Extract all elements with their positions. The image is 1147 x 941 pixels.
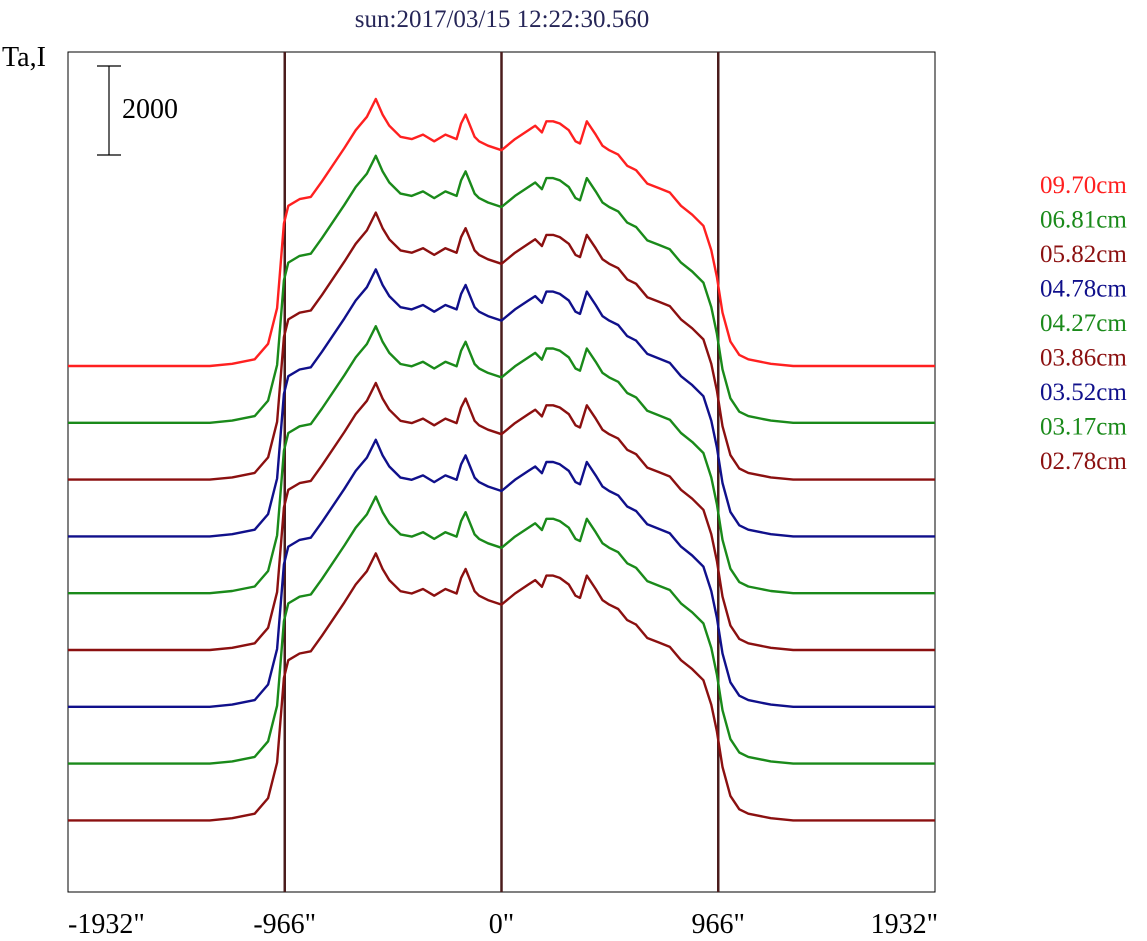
legend-entry: 05.82cm <box>1040 241 1127 268</box>
x-tick-label: -1932" <box>68 909 145 940</box>
series-line-06.81cm <box>68 154 935 424</box>
legend-entry: 04.27cm <box>1040 310 1127 337</box>
x-tick-label: -966" <box>253 909 316 940</box>
series-line-05.82cm <box>68 211 935 481</box>
x-tick-label: 1932" <box>871 909 938 940</box>
legend-entry: 04.78cm <box>1040 276 1127 303</box>
y-axis-label: Ta,I <box>2 42 46 73</box>
x-tick-label: 0" <box>489 909 514 940</box>
series-group <box>68 97 935 822</box>
scale-bar-label: 2000 <box>122 94 178 125</box>
series-line-03.52cm <box>68 438 935 708</box>
series-line-04.27cm <box>68 325 935 595</box>
vertical-markers <box>283 52 720 892</box>
legend-entry: 02.78cm <box>1040 448 1127 475</box>
chart-title: sun:2017/03/15 12:22:30.560 <box>355 6 649 33</box>
series-line-02.78cm <box>68 552 935 822</box>
legend-entry: 03.86cm <box>1040 345 1127 372</box>
series-line-09.70cm <box>68 97 935 368</box>
legend-entry: 03.17cm <box>1040 414 1127 441</box>
legend-entry: 03.52cm <box>1040 379 1127 406</box>
legend-entry: 09.70cm <box>1040 172 1127 199</box>
x-tick-labels: -1932" -966" 0" 966" 1932" <box>68 909 938 940</box>
series-line-03.17cm <box>68 495 935 765</box>
legend-entry: 06.81cm <box>1040 207 1127 234</box>
series-line-04.78cm <box>68 268 935 538</box>
scale-bar: 2000 <box>97 65 178 156</box>
legend: 09.70cm 06.81cm 05.82cm 04.78cm 04.27cm 03.86… <box>1040 172 1127 475</box>
x-tick-label: 966" <box>692 909 745 940</box>
series-line-03.86cm <box>68 381 935 652</box>
